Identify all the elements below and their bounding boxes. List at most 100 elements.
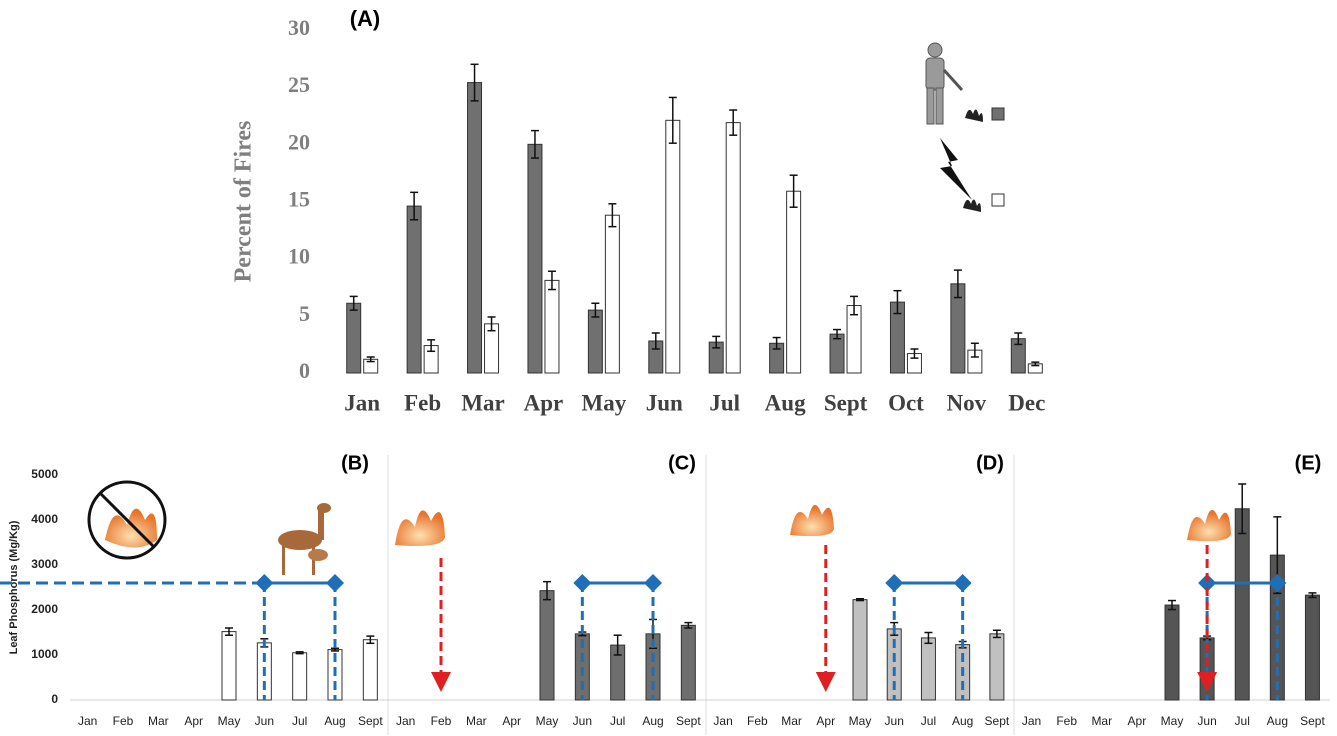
bar [346,302,362,374]
error-bar [547,270,556,291]
x-tick-label: Jun [255,714,274,728]
error-bar [366,356,375,363]
flame-icon [965,109,983,122]
bar [829,333,845,374]
y-axis-label: Percent of Fires [231,121,257,283]
error-bar [530,129,539,159]
legend-swatch [991,107,1005,121]
bar [989,633,1005,701]
fire-arrowhead [1197,672,1218,692]
x-tick-label: Aug [324,714,345,728]
error-bar [789,174,798,208]
y-tick-label: 30 [288,15,310,40]
x-tick-label: Oct [888,390,924,415]
x-tick-label: Feb [404,390,441,415]
bracket-diamond [1198,574,1217,592]
x-tick-label: Jun [885,714,904,728]
x-tick-label: Mar [781,714,802,728]
error-bar [856,598,864,602]
x-tick-label: May [849,714,872,728]
flame-icon [963,199,981,212]
error-bar [591,302,600,318]
error-bar [992,629,1001,639]
x-tick-label: Aug [1267,714,1288,728]
x-tick-label: Mar [148,714,169,728]
x-tick-label: Sept [1300,714,1325,728]
no-fire-icon [87,480,167,560]
error-bar [225,627,233,636]
x-tick-label: Jul [709,390,740,415]
error-bar [487,316,496,332]
x-tick-label: Dec [1008,390,1045,415]
x-tick-label: May [218,714,241,728]
bar [406,205,422,374]
x-tick-label: Nov [947,390,987,415]
y-tick-label: 4000 [31,512,58,526]
bar [920,637,936,701]
error-bar [613,634,622,656]
x-tick-label: Jan [344,390,380,415]
y-tick-label: 0 [299,358,310,383]
bracket-diamond [255,574,274,592]
error-bar [331,647,339,652]
bar [539,590,555,701]
firefighter-icon [925,42,964,125]
x-tick-label: Apr [502,714,521,728]
y-tick-label: 2000 [31,602,58,616]
x-tick-label: Jan [396,714,415,728]
error-bar [684,621,693,629]
y-tick-label: 10 [288,244,310,269]
lightning-icon [940,138,972,200]
fire-arrowhead [431,672,451,692]
bracket-diamond [885,574,904,592]
error-bar [850,295,859,316]
x-tick-label: Sept [358,714,383,728]
bracket-diamond [644,574,662,592]
error-bar [295,651,304,655]
bar [292,652,308,701]
error-bar [427,339,436,353]
error-bar [833,328,842,340]
error-bar [470,63,479,102]
x-tick-label: Aug [642,714,663,728]
bar [786,190,802,374]
x-tick-label: Aug [952,714,973,728]
bar [221,631,237,701]
bracket-diamond [573,574,592,592]
bar [527,143,543,374]
bar [725,122,741,374]
x-tick-label: May [1161,714,1184,728]
x-tick-label: Feb [747,714,768,728]
y-axis-label: Leaf Phosphorus (Mg/Kg) [8,520,20,654]
y-tick-label: 15 [288,187,310,212]
x-tick-label: Jul [610,714,625,728]
bar [544,279,560,374]
y-tick-label: 5000 [31,467,58,481]
panel-label: (B) [341,452,369,474]
x-tick-label: Feb [1056,714,1077,728]
x-tick-label: Apr [1128,714,1147,728]
x-tick-label: Jun [646,390,683,415]
error-bar [543,580,551,601]
error-bar [910,348,919,359]
x-tick-label: May [536,714,559,728]
x-tick-label: Jun [573,714,592,728]
x-tick-label: May [582,390,627,415]
bar [680,624,696,701]
bar [1164,604,1180,701]
panel-label: (A) [350,6,381,31]
panel-label: (C) [668,452,696,474]
x-tick-label: Jun [1197,714,1216,728]
bracket-diamond [1268,574,1287,592]
error-bar [1308,592,1317,599]
bar [467,82,483,374]
error-bar [953,269,962,299]
bar [852,599,868,701]
error-bar [772,336,781,350]
x-tick-label: Feb [431,714,452,728]
panel-label: (E) [1295,452,1322,474]
error-bar [729,109,738,136]
x-tick-label: Feb [113,714,134,728]
deer-icon [278,503,331,575]
bar [846,305,862,374]
